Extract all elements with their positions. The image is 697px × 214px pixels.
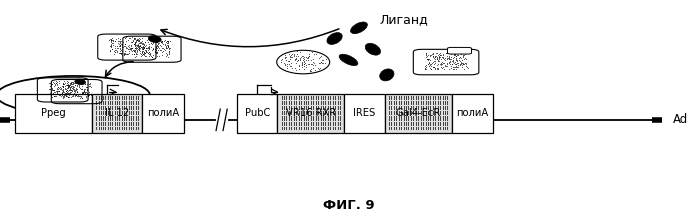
Text: полиA: полиA: [147, 108, 179, 118]
Bar: [344, 94, 385, 133]
Ellipse shape: [75, 79, 86, 85]
Bar: [92, 94, 142, 133]
Ellipse shape: [380, 69, 394, 81]
Text: IL 12: IL 12: [105, 108, 129, 118]
Text: ФИГ. 9: ФИГ. 9: [323, 199, 374, 212]
Bar: [277, 94, 344, 133]
Text: Gal4-EcR: Gal4-EcR: [396, 108, 441, 118]
Text: Лиганд: Лиганд: [380, 13, 429, 26]
Text: VR16 RXR: VR16 RXR: [286, 108, 336, 118]
FancyBboxPatch shape: [447, 48, 471, 54]
Text: полиA: полиA: [457, 108, 489, 118]
Text: PubC: PubC: [245, 108, 270, 118]
Bar: [237, 94, 277, 133]
Text: IRES: IRES: [353, 108, 376, 118]
Ellipse shape: [148, 36, 161, 42]
Ellipse shape: [327, 33, 342, 45]
Ellipse shape: [365, 43, 381, 55]
Bar: [15, 94, 92, 133]
Bar: [385, 94, 452, 133]
Text: Ppeg: Ppeg: [41, 108, 66, 118]
Bar: [142, 94, 184, 133]
Bar: [452, 94, 493, 133]
Ellipse shape: [339, 54, 358, 66]
Text: Ad: Ad: [673, 113, 688, 126]
Ellipse shape: [351, 22, 367, 34]
